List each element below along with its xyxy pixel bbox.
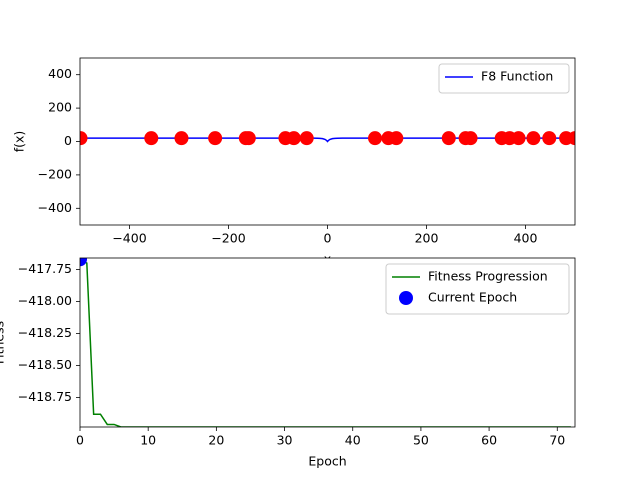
data-point (144, 131, 159, 146)
data-point (542, 131, 557, 146)
data-line (80, 137, 575, 143)
x-tick-label: 50 (413, 433, 429, 448)
y-tick-label: 400 (48, 66, 72, 81)
x-tick-label: 10 (140, 433, 156, 448)
data-line (80, 258, 571, 427)
legend-label: Fitness Progression (428, 269, 548, 284)
y-axis-label: Fitness (0, 321, 7, 364)
y-tick-label: −418.75 (18, 389, 72, 404)
y-tick-label: −418.50 (18, 357, 72, 372)
data-point (568, 131, 575, 146)
y-tick-label: 0 (64, 133, 72, 148)
axes-frame (79, 257, 576, 428)
x-tick-label: 200 (415, 231, 439, 246)
legend-label: F8 Function (481, 69, 553, 84)
data-point (441, 131, 456, 146)
x-tick-label: 70 (549, 433, 565, 448)
data-point (299, 131, 314, 146)
y-tick-label: 200 (48, 100, 72, 115)
axes: 0 10 20 30 40 50 60 70 −417.75 −418.00 −418.25 −418… (0, 257, 576, 469)
x-tick-label: −400 (112, 231, 146, 246)
legend-box (438, 63, 570, 94)
y-tick-label: −418.00 (18, 293, 72, 308)
x-tick-label: 60 (481, 433, 497, 448)
x-tick-label: 20 (208, 433, 224, 448)
y-axis-label: f(x) (12, 131, 27, 153)
y-tick-label: −200 (38, 166, 72, 181)
data-point (511, 131, 526, 146)
y-tick-label: −400 (38, 200, 72, 215)
data-point (286, 131, 301, 146)
legend-swatch (399, 291, 413, 305)
y-tick-label: −418.25 (18, 325, 72, 340)
data-point (389, 131, 404, 146)
x-tick-label: 0 (76, 433, 84, 448)
x-tick-label: 40 (345, 433, 361, 448)
plot-content (80, 258, 571, 427)
data-point (80, 131, 88, 146)
data-point (463, 131, 478, 146)
data-point (80, 258, 87, 267)
data-point (208, 131, 223, 146)
data-point (368, 131, 383, 146)
y-tick-label: −417.75 (18, 261, 72, 276)
x-tick-label: −200 (211, 231, 245, 246)
x-tick-label: 0 (324, 231, 332, 246)
data-point (526, 131, 541, 146)
x-axis-label: Epoch (308, 454, 346, 469)
data-point (241, 131, 256, 146)
legend-label: Current Epoch (428, 290, 517, 305)
data-point (174, 131, 189, 146)
plot-content (80, 131, 575, 146)
x-tick-label: 30 (277, 433, 293, 448)
legend-box (385, 263, 570, 315)
x-tick-label: 400 (514, 231, 538, 246)
